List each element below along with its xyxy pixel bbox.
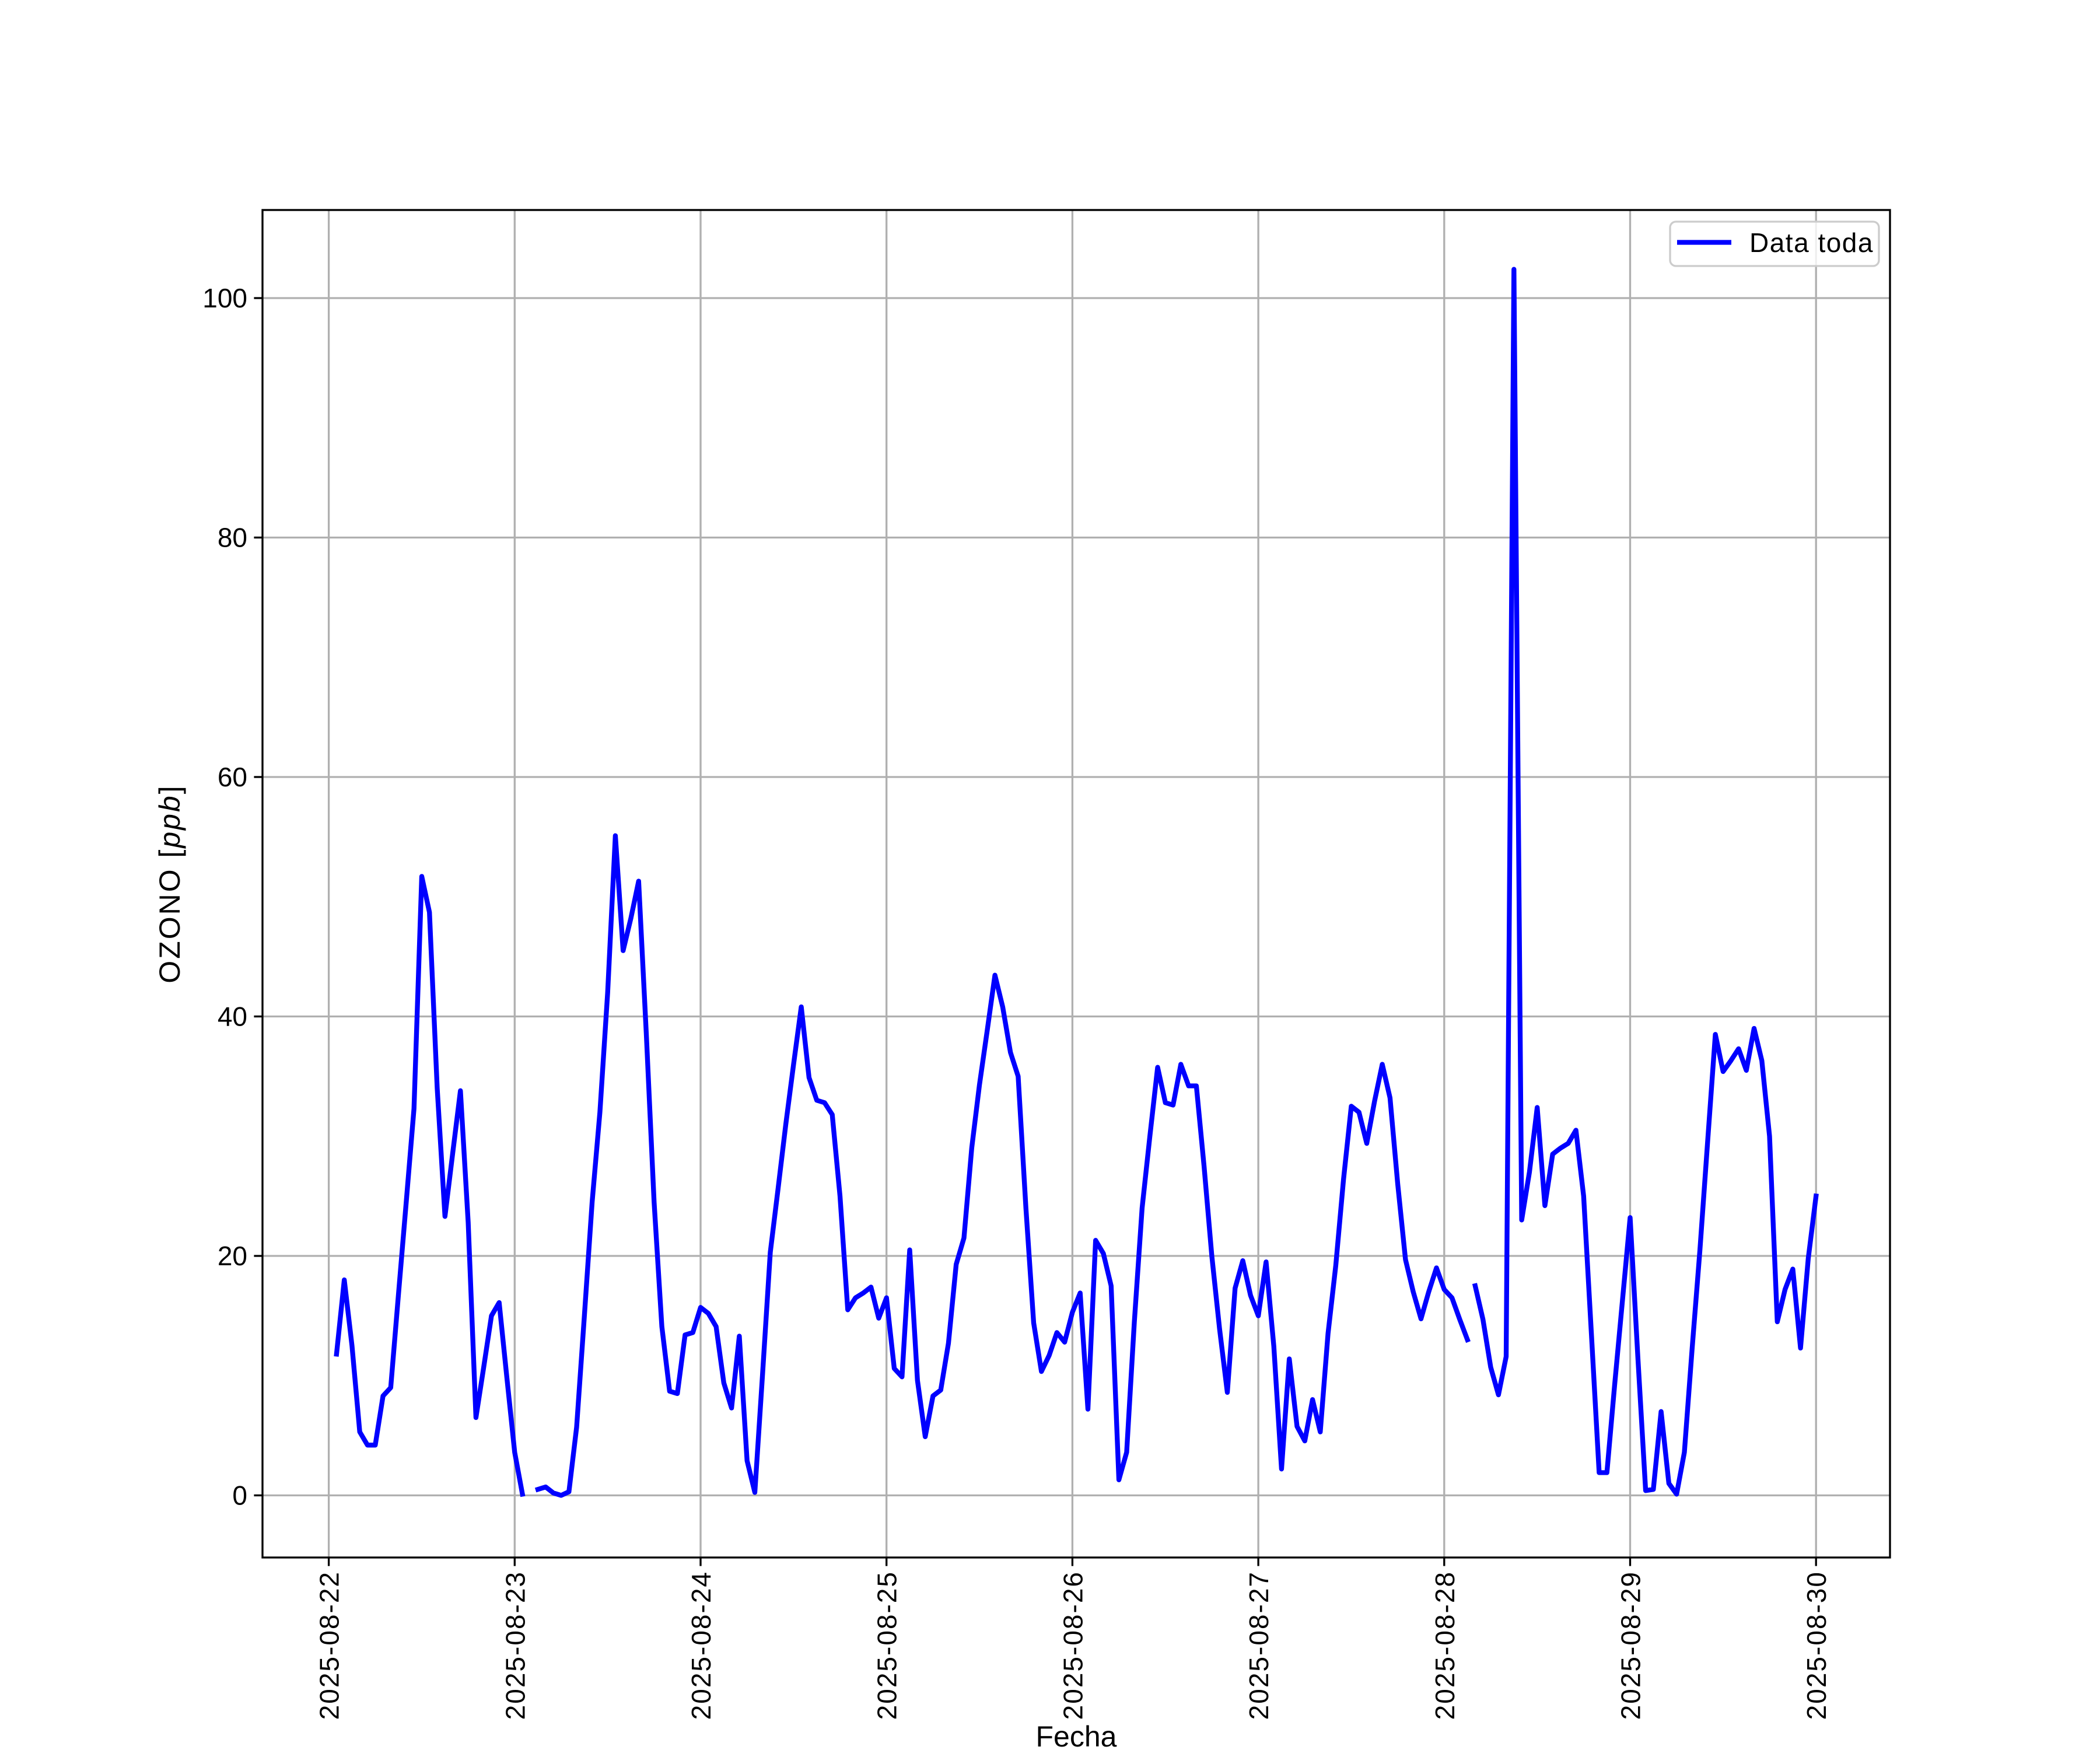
svg-text:20: 20 bbox=[218, 1241, 247, 1271]
svg-text:OZONO [ppb]: OZONO [ppb] bbox=[153, 784, 186, 983]
svg-text:2025-08-24: 2025-08-24 bbox=[686, 1571, 716, 1720]
svg-text:60: 60 bbox=[218, 762, 247, 792]
svg-text:0: 0 bbox=[232, 1480, 247, 1511]
svg-text:40: 40 bbox=[218, 1002, 247, 1032]
svg-text:2025-08-29: 2025-08-29 bbox=[1616, 1571, 1646, 1720]
svg-text:80: 80 bbox=[218, 523, 247, 553]
svg-text:Fecha: Fecha bbox=[1036, 1720, 1117, 1750]
svg-text:2025-08-27: 2025-08-27 bbox=[1244, 1571, 1274, 1720]
svg-text:2025-08-26: 2025-08-26 bbox=[1058, 1571, 1088, 1720]
svg-text:100: 100 bbox=[202, 283, 247, 313]
svg-text:2025-08-22: 2025-08-22 bbox=[314, 1571, 345, 1720]
svg-text:2025-08-28: 2025-08-28 bbox=[1430, 1571, 1460, 1720]
svg-text:2025-08-23: 2025-08-23 bbox=[500, 1571, 530, 1720]
svg-text:2025-08-30: 2025-08-30 bbox=[1801, 1571, 1832, 1720]
svg-text:2025-08-25: 2025-08-25 bbox=[872, 1571, 902, 1720]
svg-text:Data toda: Data toda bbox=[1749, 228, 1874, 258]
